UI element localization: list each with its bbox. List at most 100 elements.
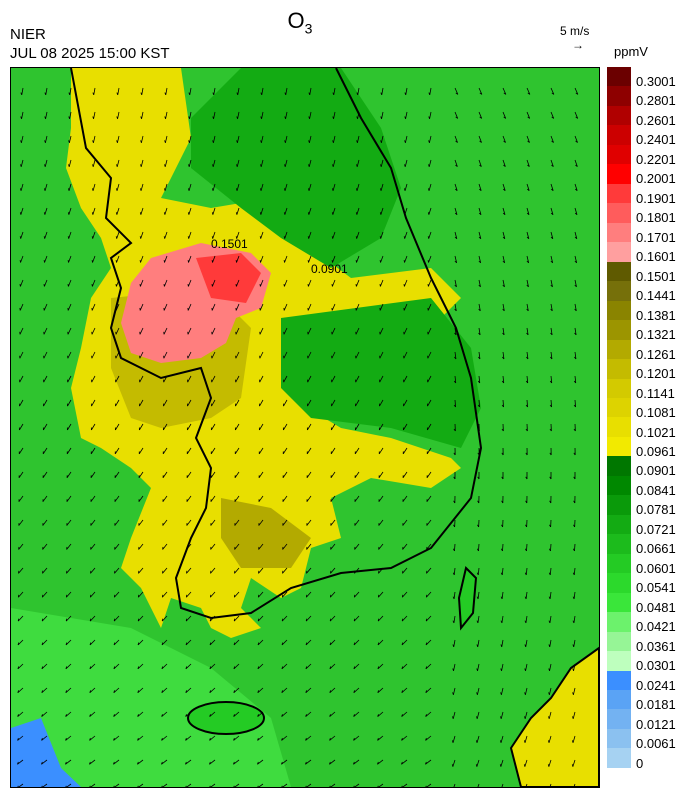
wind-arrow <box>261 87 264 95</box>
wind-arrow-head <box>116 188 118 191</box>
wind-arrow <box>165 111 168 119</box>
inland-green-east <box>281 298 481 448</box>
wind-arrow <box>137 639 144 646</box>
wind-arrow-head <box>401 690 403 693</box>
wind-arrow-head <box>524 572 527 576</box>
wind-arrow-head <box>476 716 478 719</box>
wind-arrow-head <box>454 356 457 360</box>
wind-arrow <box>210 447 216 455</box>
wind-arrow-head <box>137 714 139 717</box>
wind-arrow-head <box>235 212 238 215</box>
colorbar-label: 0.1701 <box>636 229 676 245</box>
wind-arrow <box>138 495 144 502</box>
wind-arrow-head <box>353 666 355 669</box>
wind-arrow <box>233 759 240 765</box>
wind-arrow-head <box>377 642 380 646</box>
wind-arrow <box>478 135 482 143</box>
wind-arrow <box>91 279 96 287</box>
wind-arrow <box>258 591 264 598</box>
wind-arrow <box>234 591 240 598</box>
wind-arrow <box>66 567 72 574</box>
wind-arrow <box>113 663 120 670</box>
wind-arrow-head <box>425 785 427 787</box>
colorbar-segment <box>607 651 631 671</box>
wind-arrow-head <box>425 618 428 622</box>
wind-arrow <box>281 759 288 765</box>
wind-arrow <box>233 639 240 646</box>
wind-arrow-head <box>116 92 119 96</box>
wind-arrow-head <box>551 164 554 167</box>
wind-arrow <box>42 591 48 598</box>
wind-arrow-head <box>476 692 478 695</box>
colorbar-label: 0.0841 <box>636 482 676 498</box>
wind-arrow <box>234 567 240 574</box>
wind-arrow-head <box>235 236 238 239</box>
wind-arrow-head <box>329 666 331 669</box>
wind-arrow <box>185 687 192 693</box>
wind-arrow-head <box>526 356 529 360</box>
wind-arrow <box>454 327 457 335</box>
wind-arrow <box>426 471 432 479</box>
colorbar-label: 0.0541 <box>636 580 676 596</box>
wind-arrow-head <box>500 716 502 719</box>
wind-arrow-head <box>427 212 430 215</box>
wind-arrow <box>403 279 408 287</box>
wind-arrow <box>550 231 554 239</box>
wind-arrow <box>186 519 192 526</box>
wind-arrow-head <box>209 642 212 646</box>
wind-arrow <box>234 447 240 455</box>
wind-arrow <box>478 351 481 359</box>
colorbar-label: 0.0481 <box>636 599 676 615</box>
wind-arrow <box>210 519 216 526</box>
wind-arrow-head <box>113 666 115 669</box>
wind-arrow <box>259 351 264 359</box>
wind-arrow <box>89 639 96 646</box>
wind-arrow <box>427 327 432 335</box>
wind-arrow-head <box>91 236 94 239</box>
wind-arrow <box>501 591 504 599</box>
wind-arrow <box>574 87 579 95</box>
wind-arrow <box>235 423 240 431</box>
wind-arrow <box>402 519 408 526</box>
wind-arrow-head <box>503 140 506 143</box>
wind-arrow <box>403 375 408 383</box>
wind-arrow-head <box>137 737 139 741</box>
wind-arrow <box>42 447 48 455</box>
wind-arrow <box>44 207 48 215</box>
wind-arrow <box>185 639 192 646</box>
colorbar-segment <box>607 125 631 145</box>
wind-arrow <box>526 303 529 311</box>
wind-arrow-head <box>575 116 578 119</box>
colorbar-segment <box>607 709 631 729</box>
wind-arrow <box>305 759 312 765</box>
wind-arrow-head <box>233 642 236 646</box>
wind-arrow <box>330 591 336 598</box>
wind-arrow <box>333 87 336 95</box>
wind-arrow <box>526 327 529 335</box>
wind-arrow <box>259 303 264 311</box>
wind-arrow <box>20 255 24 263</box>
wind-arrow-head <box>524 644 527 648</box>
wind-arrow <box>329 687 336 693</box>
wind-arrow <box>237 135 240 143</box>
wind-arrow-head <box>308 188 310 191</box>
wind-arrow <box>454 303 457 311</box>
colorbar-label: 0.0661 <box>636 541 676 557</box>
wind-arrow <box>500 759 504 767</box>
wind-arrow <box>404 159 408 167</box>
wind-arrow <box>502 87 507 95</box>
wind-arrow-head <box>257 666 259 669</box>
wind-arrow <box>454 351 457 359</box>
wind-arrow-head <box>113 714 115 717</box>
wind-arrow <box>330 567 336 574</box>
wind-arrow <box>65 735 72 741</box>
wind-arrow-head <box>212 188 214 191</box>
wind-arrow <box>574 375 577 384</box>
wind-arrow-head <box>164 92 167 96</box>
wind-arrow <box>525 615 528 623</box>
wind-arrow <box>501 663 504 671</box>
wind-arrow <box>209 663 216 670</box>
wind-arrow-head <box>501 476 504 480</box>
wind-arrow <box>91 375 96 383</box>
wind-arrow <box>429 135 432 143</box>
